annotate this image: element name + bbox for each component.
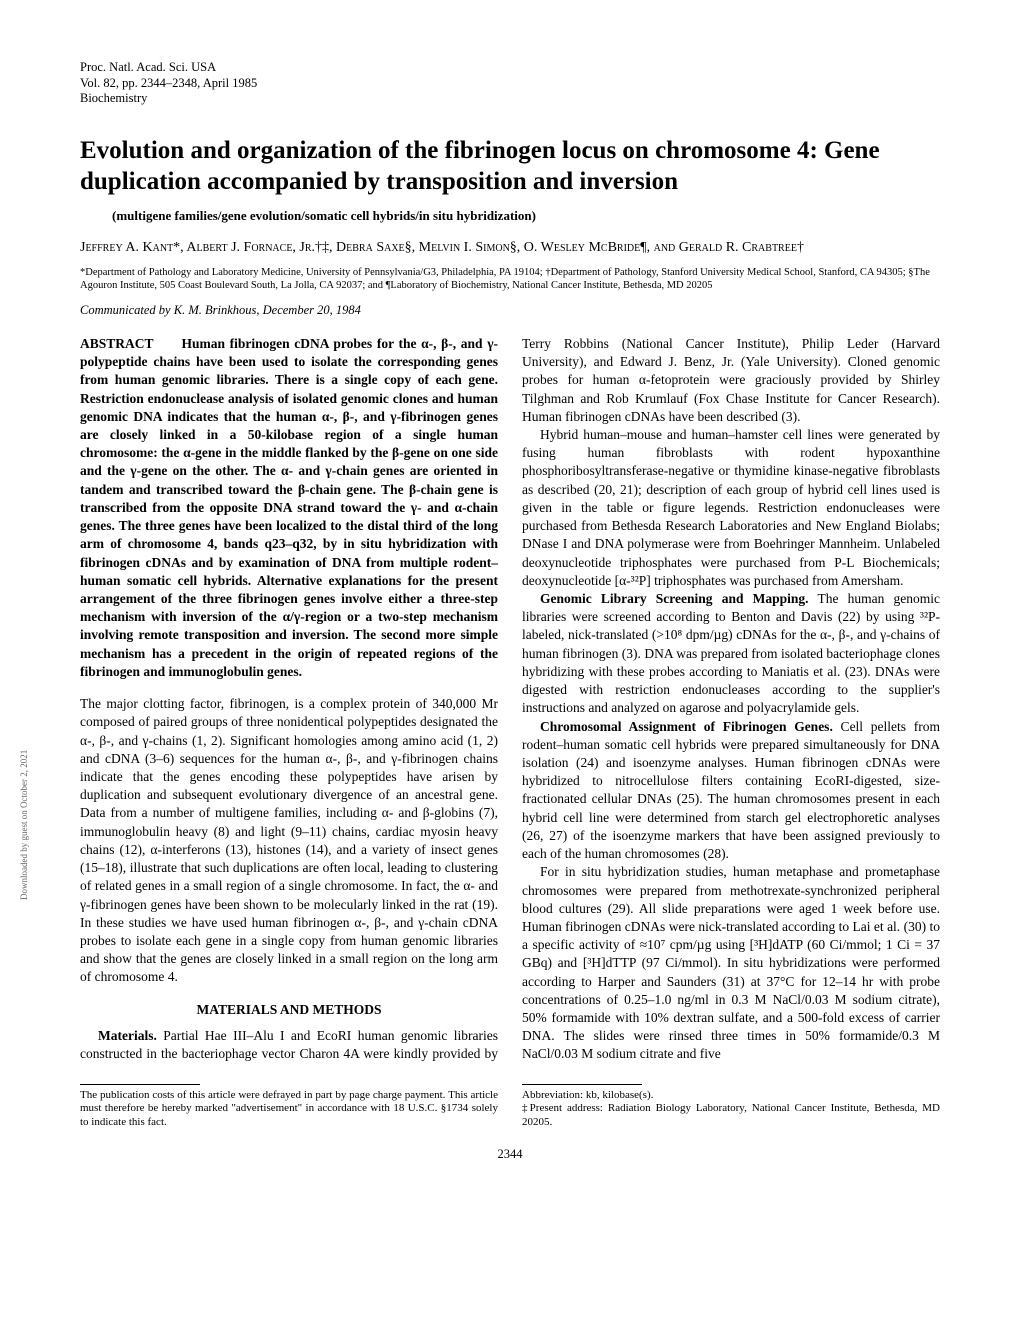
materials-p3-text: The human genomic libraries were screene… xyxy=(522,591,940,715)
author-list: Jeffrey A. Kant*, Albert J. Fornace, Jr.… xyxy=(80,239,940,258)
journal-header: Proc. Natl. Acad. Sci. USA Vol. 82, pp. … xyxy=(80,60,940,107)
intro-paragraph: The major clotting factor, fibrinogen, i… xyxy=(80,695,498,987)
communicated-by: Communicated by K. M. Brinkhous, Decembe… xyxy=(80,302,940,319)
download-watermark: Downloaded by guest on October 2, 2021 xyxy=(18,750,30,900)
genomic-runin: Genomic Library Screening and Mapping. xyxy=(540,591,809,606)
materials-p4-text: Cell pellets from rodent–human somatic c… xyxy=(522,719,940,862)
body-columns: ABSTRACT Human fibrinogen cDNA probes fo… xyxy=(80,335,940,1064)
abstract: ABSTRACT Human fibrinogen cDNA probes fo… xyxy=(80,335,498,681)
materials-p5: For in situ hybridization studies, human… xyxy=(522,863,940,1063)
materials-p4: Chromosomal Assignment of Fibrinogen Gen… xyxy=(522,718,940,864)
footnote-rule-left xyxy=(80,1084,200,1085)
materials-p3: Genomic Library Screening and Mapping. T… xyxy=(522,590,940,718)
footnote-present-address: ‡Present address: Radiation Biology Labo… xyxy=(522,1102,940,1130)
affiliations: *Department of Pathology and Laboratory … xyxy=(80,266,940,292)
article-title: Evolution and organization of the fibrin… xyxy=(80,135,940,198)
footnote-left: The publication costs of this article we… xyxy=(80,1089,498,1130)
volume-info: Vol. 82, pp. 2344–2348, April 1985 xyxy=(80,76,940,92)
materials-heading: MATERIALS AND METHODS xyxy=(80,1001,498,1019)
article-subtitle: (multigene families/gene evolution/somat… xyxy=(80,207,940,225)
chromosomal-runin: Chromosomal Assignment of Fibrinogen Gen… xyxy=(540,719,833,734)
abstract-label: ABSTRACT xyxy=(80,336,154,351)
materials-runin: Materials. xyxy=(98,1028,157,1043)
footnote-abbrev: Abbreviation: kb, kilobase(s). xyxy=(522,1089,940,1103)
footnote-rule-right xyxy=(522,1084,642,1085)
materials-p2: Hybrid human–mouse and human–hamster cel… xyxy=(522,426,940,590)
section-name: Biochemistry xyxy=(80,91,940,107)
abstract-text: Human fibrinogen cDNA probes for the α-,… xyxy=(80,336,498,679)
page-number: 2344 xyxy=(80,1146,940,1163)
journal-name: Proc. Natl. Acad. Sci. USA xyxy=(80,60,940,76)
